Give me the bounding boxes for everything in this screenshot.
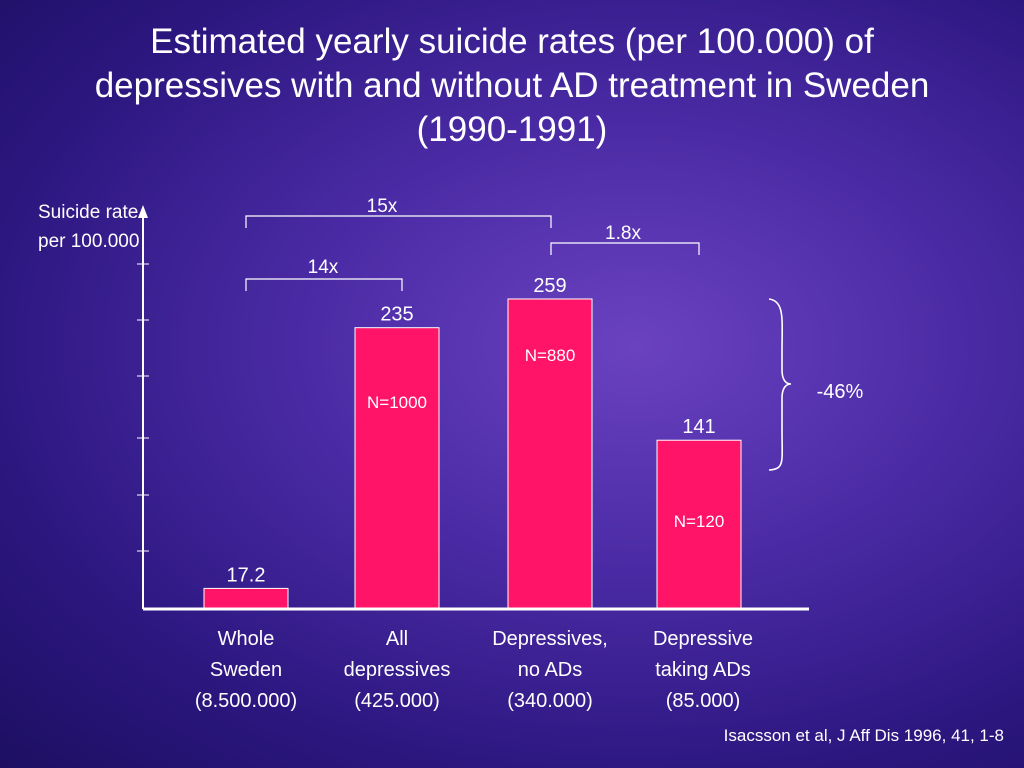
category-label: taking ADs — [655, 659, 751, 681]
slide-title: Estimated yearly suicide rates (per 100.… — [94, 22, 930, 149]
category-label: depressives — [344, 659, 451, 681]
sample-size-label: N=120 — [674, 512, 725, 531]
comparison-label: 14x — [308, 257, 339, 278]
bar — [354, 327, 440, 610]
value-label: 259 — [533, 275, 566, 297]
category-label: no ADs — [518, 659, 582, 681]
comparison-bracket — [245, 278, 403, 291]
y-axis-label: Suicide rate per 100.000 — [38, 202, 140, 252]
sample-size-label: N=880 — [525, 346, 576, 365]
category-label: All — [386, 628, 408, 650]
bar — [507, 298, 593, 610]
comparison-bracket — [245, 215, 552, 228]
value-label: 235 — [380, 304, 413, 326]
bar — [203, 587, 289, 610]
curly-brace — [768, 298, 792, 471]
y-axis-arrow — [138, 205, 148, 218]
comparison-label: 15x — [367, 196, 398, 217]
comparison-label: 1.8x — [605, 223, 641, 244]
category-label: (425.000) — [354, 690, 440, 712]
category-label: (340.000) — [507, 690, 593, 712]
reduction-label: -46% — [817, 381, 864, 403]
category-label: Sweden — [210, 659, 282, 681]
bar — [656, 439, 742, 610]
category-label: (85.000) — [666, 690, 741, 712]
category-label: Depressives, — [492, 628, 608, 650]
citation: Isacsson et al, J Aff Dis 1996, 41, 1-8 — [723, 726, 1004, 745]
category-label: Depressive — [653, 628, 753, 650]
comparison-bracket — [550, 242, 700, 255]
value-label: 17.2 — [227, 564, 266, 586]
sample-size-label: N=1000 — [367, 393, 427, 412]
category-label: Whole — [218, 628, 275, 650]
value-label: 141 — [682, 416, 715, 438]
category-label: (8.500.000) — [195, 690, 297, 712]
